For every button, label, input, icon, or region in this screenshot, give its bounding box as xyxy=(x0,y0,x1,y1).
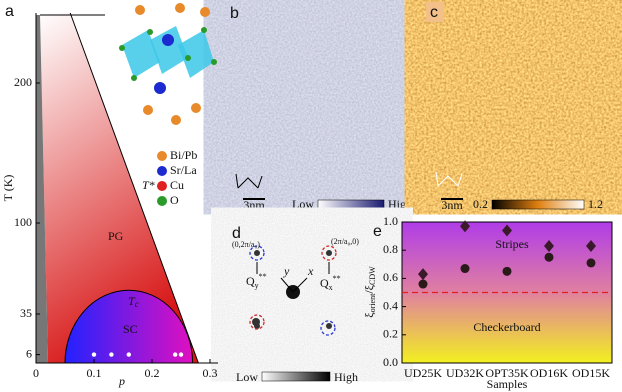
y-axis-label-part: CDW xyxy=(368,266,377,285)
panel-label: c xyxy=(430,4,438,21)
bragg-label: (2π/a₀,0) xyxy=(331,237,359,246)
panel-label: a xyxy=(5,3,14,20)
scale-bar xyxy=(441,198,463,200)
circle-marker xyxy=(418,279,428,289)
y-axis-label: T (K) xyxy=(1,175,15,202)
y-tick-label: 6 xyxy=(26,346,32,360)
scale-bar xyxy=(243,198,265,200)
diamond-marker xyxy=(460,220,470,233)
axes-icon xyxy=(235,173,263,189)
legend-swatch xyxy=(157,181,167,191)
x-tick-label: OD15K xyxy=(572,366,610,380)
circle-marker xyxy=(460,264,470,274)
diamond-marker xyxy=(544,239,554,252)
y-axis-label-part: orient xyxy=(368,293,377,312)
y-tick-label: 0.4 xyxy=(383,298,398,312)
stm-image xyxy=(424,0,618,195)
arrows xyxy=(256,262,330,293)
sample-point xyxy=(109,352,114,357)
y-tick-label: 0.6 xyxy=(383,270,398,284)
legend-label: Bi/Pb xyxy=(170,148,197,162)
legend-swatch xyxy=(157,196,167,206)
x-tick-label: 0.2 xyxy=(145,366,160,380)
sample-point xyxy=(91,352,97,357)
x-tick-label: 0 xyxy=(33,366,39,380)
bragg-label: (0,2π/a₀) xyxy=(232,240,260,249)
stm-image xyxy=(222,0,405,195)
panel-label: e xyxy=(373,223,382,240)
circle-marker xyxy=(502,266,512,276)
region-label: Stripes xyxy=(495,237,529,251)
annotation-part: c xyxy=(135,299,139,309)
x-tick-label: UD25K xyxy=(404,366,442,380)
q-label: Qy** xyxy=(246,272,267,290)
colorbar-label: 0.2 xyxy=(473,197,488,211)
circle-marker xyxy=(586,258,596,268)
colorbar-label: High xyxy=(334,370,358,384)
colorbar-label: 1.2 xyxy=(588,197,603,211)
y-tick-label: 200 xyxy=(14,75,32,89)
x-tick-label: 0.3 xyxy=(203,366,218,380)
annotation: SC xyxy=(123,322,138,336)
y-tick-label: 100 xyxy=(14,215,32,229)
crystal-structure xyxy=(119,3,217,125)
colorbar-label: Low xyxy=(292,197,314,211)
annotation: T* xyxy=(142,178,155,192)
label-box xyxy=(426,2,444,22)
x-tick-label: OD16K xyxy=(530,366,568,380)
axes-icon xyxy=(435,171,463,187)
axis-label: x xyxy=(307,264,314,278)
sc-dome xyxy=(64,289,194,364)
colorbar xyxy=(261,371,331,382)
y-axis-label-part: ξ xyxy=(362,312,376,318)
colorbar xyxy=(317,199,385,210)
tstar-line xyxy=(69,12,199,364)
annotation: PG xyxy=(108,229,124,243)
sample-point xyxy=(126,352,131,357)
legend-swatch xyxy=(157,166,167,176)
annotation: Tc xyxy=(128,294,139,309)
diamond-marker xyxy=(502,224,512,237)
pseudogap-region xyxy=(40,13,199,363)
colorbar-label: High xyxy=(388,197,412,211)
sample-point xyxy=(173,352,178,357)
x-tick-label: OPT35K xyxy=(485,366,529,380)
legend-label: O xyxy=(170,193,179,207)
region-label: Checkerboard xyxy=(473,320,540,334)
x-axis-label: p xyxy=(118,374,125,388)
x-axis-label: Samples xyxy=(487,377,528,391)
diamond-marker xyxy=(418,268,428,281)
legend-swatch xyxy=(157,151,167,161)
axis-label: y xyxy=(283,264,290,278)
af-region xyxy=(36,15,48,363)
y-tick-label: 1.0 xyxy=(383,214,398,228)
y-tick-label: 0.0 xyxy=(383,355,398,369)
y-axis-label: ξorient/ξCDW xyxy=(362,266,377,318)
annotation-part: T xyxy=(128,294,136,308)
q-label: Qx** xyxy=(320,274,341,292)
colorbar-label: Low xyxy=(236,370,258,384)
q-circles xyxy=(249,245,337,336)
legend-label: Sr/La xyxy=(170,163,197,177)
y-tick-label: 0.2 xyxy=(383,327,398,341)
x-tick-label: UD32K xyxy=(446,366,484,380)
y-tick-label: 0.8 xyxy=(383,242,398,256)
panel-label: d xyxy=(232,225,241,242)
panel-label: b xyxy=(230,5,239,22)
legend-label: Cu xyxy=(170,178,184,192)
colorbar xyxy=(491,199,585,210)
sample-point xyxy=(178,352,184,357)
scale-label: 3nm xyxy=(441,198,463,212)
scale-label: 3nm xyxy=(243,198,265,212)
diamond-marker xyxy=(586,239,596,252)
y-axis-label-part: /ξ xyxy=(362,284,376,293)
x-tick-label: 0.1 xyxy=(87,366,102,380)
circle-marker xyxy=(544,252,554,262)
y-tick-label: 35 xyxy=(20,306,32,320)
